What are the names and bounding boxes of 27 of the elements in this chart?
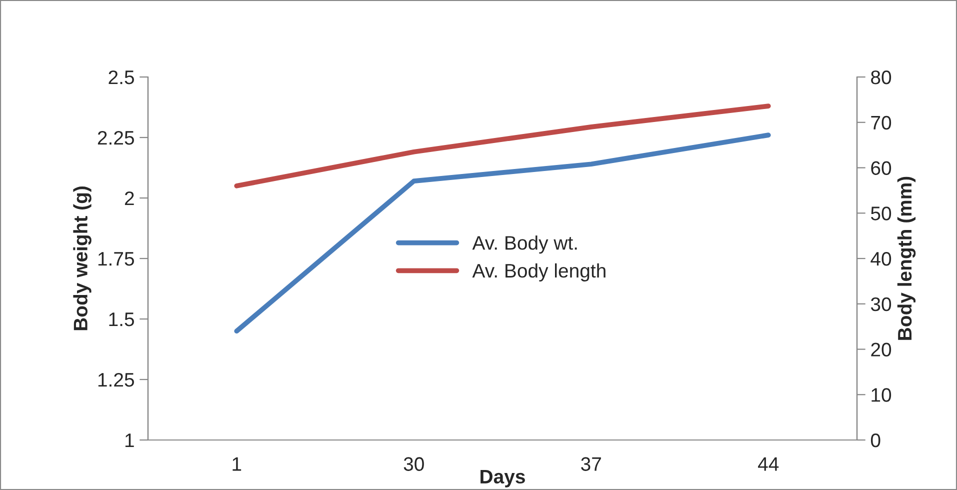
y2-tick-label: 80	[871, 70, 892, 84]
y2-tick-label: 0	[870, 433, 880, 448]
y-tick-label: 2.25	[98, 130, 134, 145]
y2-tick-label: 50	[870, 206, 892, 220]
line-series	[234, 132, 771, 334]
y-tick-label: 1	[125, 434, 134, 448]
y-tick-label: 1.5	[109, 312, 134, 326]
y2-tick-label: 10	[872, 388, 892, 402]
y2-tick-label: 40	[870, 252, 892, 266]
y-tick-label: 1.25	[98, 372, 134, 387]
line-series	[234, 104, 771, 188]
legend-label: Av. Body wt.	[472, 236, 577, 254]
y-tick-label: 2.5	[108, 70, 134, 84]
y2-tick-label: 30	[870, 297, 892, 312]
y2-tick-label: 70	[871, 116, 892, 130]
y2-axis-title: Body length (mm)	[897, 176, 916, 340]
x-tick-label: 44	[758, 457, 779, 471]
x-tick-label: 1	[232, 457, 242, 471]
x-tick-label: 37	[581, 457, 601, 471]
x-tick-label: 30	[404, 457, 424, 471]
x-axis-title: Days	[480, 470, 525, 488]
y-tick-label: 2	[124, 191, 134, 206]
y-tick-label: 1.75	[98, 252, 134, 266]
y2-tick-label: 20	[871, 342, 892, 356]
legend-label: Av. Body length	[472, 263, 606, 282]
y2-tick-label: 60	[871, 161, 892, 175]
y-axis-title: Body weight (g)	[73, 186, 92, 330]
